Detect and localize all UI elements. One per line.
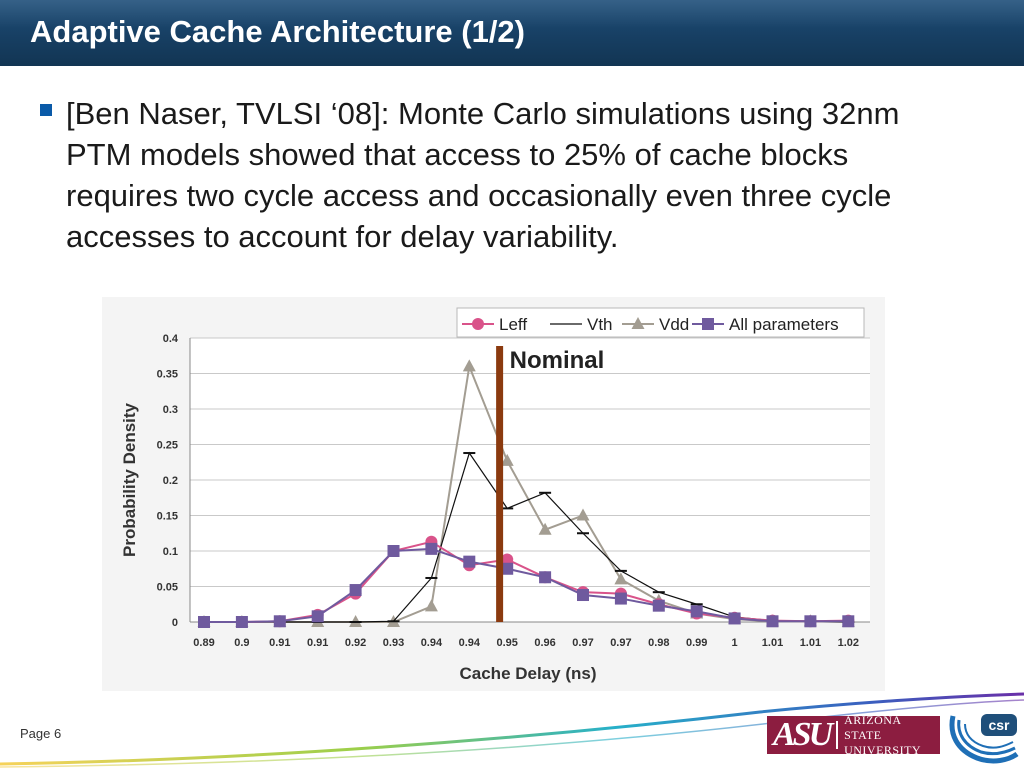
x-tick-label: 0.91 (307, 637, 328, 649)
x-tick-label: 0.96 (534, 637, 555, 649)
vdd-point (500, 453, 514, 466)
all-parameters-point (349, 584, 362, 597)
y-tick-label: 0.05 (157, 582, 178, 594)
x-tick-label: 0.89 (193, 637, 214, 649)
vdd-point (576, 508, 590, 521)
all-parameters-point (273, 615, 286, 628)
x-tick-label: 0.94 (459, 637, 481, 649)
x-tick-label: 0.99 (686, 637, 707, 649)
footer-swoosh (0, 692, 1024, 768)
all-parameters-point (311, 610, 324, 623)
all-parameters-point (766, 615, 779, 628)
vdd-point (538, 522, 552, 535)
x-tick-label: 0.97 (610, 637, 631, 649)
vdd-point (462, 359, 476, 372)
all-parameters-point (463, 555, 476, 568)
all-parameters-point (652, 599, 665, 612)
bullet-marker (40, 104, 52, 116)
x-tick-label: 0.97 (572, 637, 593, 649)
leff-point (501, 553, 514, 566)
asu-mark: ASU (773, 716, 833, 753)
x-axis-label: Cache Delay (ns) (460, 664, 597, 683)
x-tick-label: 0.93 (383, 637, 404, 649)
x-tick-label: 1 (732, 637, 738, 649)
y-tick-label: 0 (172, 617, 178, 629)
all-parameters-point (539, 571, 552, 584)
legend-marker-leff (472, 318, 484, 330)
all-parameters-point (842, 615, 855, 628)
all-parameters-point (690, 605, 703, 618)
y-tick-label: 0.35 (157, 369, 178, 381)
x-tick-label: 0.95 (496, 637, 517, 649)
asu-name: ARIZONA STATE UNIVERSITY (844, 713, 940, 758)
all-parameters-point (387, 545, 400, 557)
legend-label: Vdd (659, 315, 689, 334)
x-tick-label: 1.01 (762, 637, 783, 649)
slide-title: Adaptive Cache Architecture (1/2) (30, 14, 526, 49)
title-bar-shine (0, 0, 1024, 28)
title-bar: Adaptive Cache Architecture (1/2) (0, 0, 1024, 66)
asu-name-line2: UNIVERSITY (844, 742, 922, 757)
x-tick-label: 0.92 (345, 637, 366, 649)
x-tick-label: 1.01 (800, 637, 821, 649)
legend-label: All parameters (729, 315, 839, 334)
y-tick-label: 0.25 (157, 440, 178, 452)
y-tick-label: 0.4 (163, 333, 179, 345)
x-tick-label: 0.9 (234, 637, 249, 649)
asu-logo: ASU ARIZONA STATE UNIVERSITY (767, 713, 940, 757)
y-axis-label: Probability Density (120, 402, 139, 557)
csr-logo: csr (949, 714, 1019, 764)
all-parameters-point (235, 616, 248, 628)
all-parameters-point (198, 616, 210, 628)
bullet-text: [Ben Naser, TVLSI ‘08]: Monte Carlo simu… (66, 96, 900, 254)
all-parameters-point (501, 562, 514, 575)
nominal-label: Nominal (510, 347, 605, 374)
y-tick-label: 0.2 (163, 475, 178, 487)
x-tick-label: 1.02 (838, 637, 859, 649)
y-tick-label: 0.15 (157, 511, 178, 523)
asu-divider (836, 721, 839, 749)
csr-label: csr (988, 717, 1010, 733)
legend-marker-vdd (631, 317, 645, 329)
x-tick-label: 0.91 (269, 637, 290, 649)
x-tick-label: 0.94 (421, 637, 443, 649)
all-parameters-point (577, 589, 589, 602)
nominal-marker (496, 346, 504, 622)
all-parameters-point (728, 612, 741, 625)
legend-label: Leff (499, 315, 527, 334)
page-number: Page 6 (20, 726, 62, 741)
vdd-point (424, 599, 438, 612)
y-tick-label: 0.1 (163, 546, 178, 558)
series-line-all-parameters (204, 547, 849, 623)
legend-label: Vth (587, 315, 613, 334)
y-tick-label: 0.3 (163, 404, 178, 416)
all-parameters-point (804, 615, 817, 628)
x-tick-label: 0.98 (648, 637, 669, 649)
legend-marker-all (702, 318, 714, 330)
vdd-point (614, 572, 628, 585)
all-parameters-point (425, 542, 438, 555)
delay-distribution-chart: 0 0.05 0.1 0.15 0.2 0.25 0.3 0.35 0.4 0.89 0.9 0.91… (120, 307, 870, 683)
asu-name-line1: ARIZONA STATE (844, 712, 901, 742)
legend-box (456, 307, 865, 338)
all-parameters-point (614, 592, 627, 605)
